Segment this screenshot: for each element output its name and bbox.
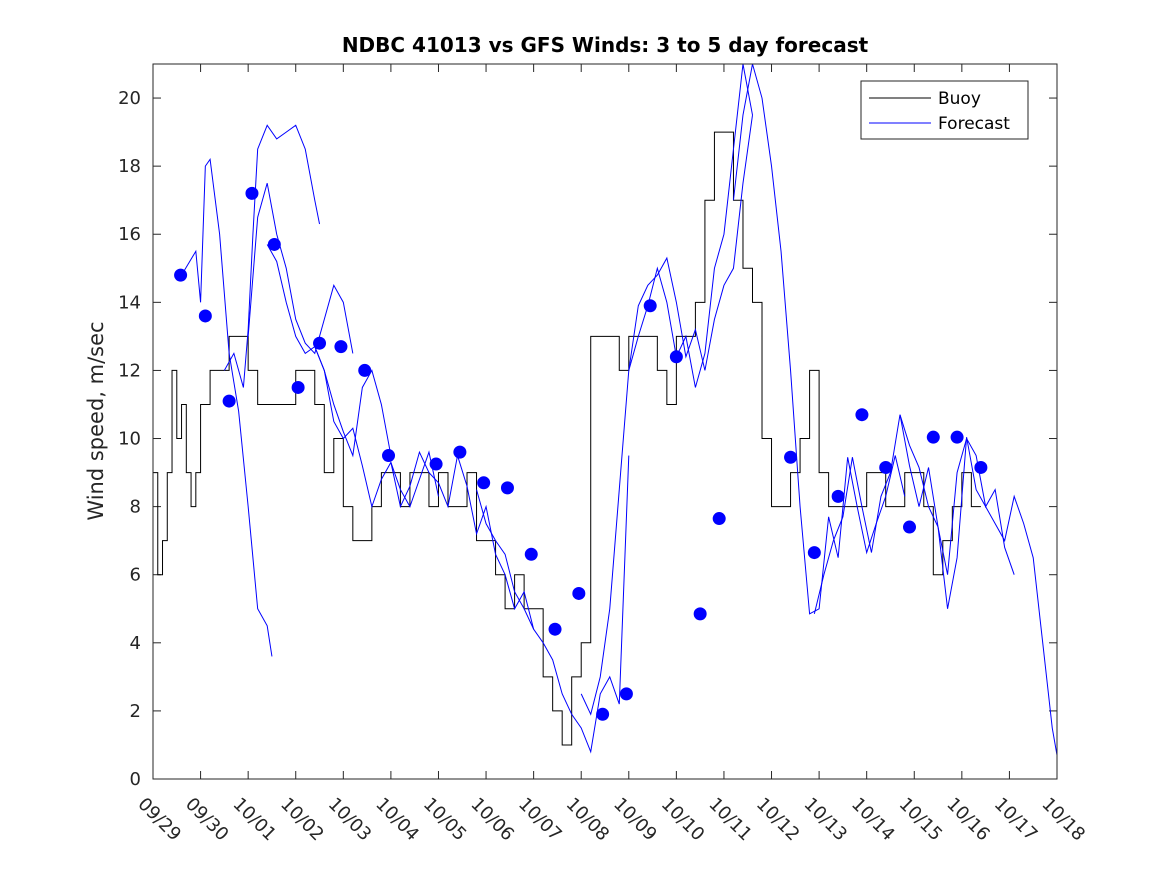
legend: Buoy Forecast [860, 80, 1029, 140]
forecast-marker [313, 336, 327, 350]
forecast-marker [855, 408, 869, 422]
forecast-line-5 [314, 346, 439, 509]
forecast-marker [693, 607, 707, 621]
y-tick-label: 20 [118, 88, 141, 109]
forecast-marker [903, 520, 917, 534]
forecast-marker [831, 489, 845, 503]
y-tick-label: 6 [130, 565, 141, 586]
forecast-marker [548, 622, 562, 636]
forecast-series [181, 63, 1058, 756]
forecast-marker [174, 268, 188, 282]
forecast-marker [453, 445, 467, 459]
forecast-marker [572, 586, 586, 600]
forecast-marker [669, 350, 683, 364]
y-tick-label: 18 [118, 156, 141, 177]
y-tick-label: 16 [118, 224, 141, 245]
forecast-marker [807, 546, 821, 560]
forecast-marker [245, 186, 259, 200]
chart-title: NDBC 41013 vs GFS Winds: 3 to 5 day fore… [342, 33, 869, 57]
forecast-marker [879, 460, 893, 474]
legend-box [860, 80, 1029, 140]
forecast-marker [926, 430, 940, 444]
y-axis-ticks: 0 2 4 6 8 10 12 14 16 18 20 [118, 88, 1057, 790]
forecast-markers [174, 186, 988, 721]
plot-frame [152, 63, 1058, 780]
forecast-marker [267, 237, 281, 251]
forecast-line-2 [223, 124, 321, 388]
forecast-marker [198, 309, 212, 323]
y-tick-label: 4 [130, 633, 141, 654]
buoy-line [153, 131, 981, 746]
forecast-marker [643, 299, 657, 313]
forecast-marker [222, 394, 236, 408]
y-tick-label: 8 [130, 497, 141, 518]
forecast-line-8 [580, 115, 753, 716]
y-tick-label: 10 [118, 429, 141, 450]
forecast-marker [291, 380, 305, 394]
plot-background [153, 64, 1057, 779]
forecast-marker [596, 707, 610, 721]
forecast-line-12 [899, 414, 1058, 756]
forecast-marker [382, 449, 396, 463]
y-tick-label: 12 [118, 360, 141, 381]
forecast-marker [358, 363, 372, 377]
forecast-marker [429, 457, 443, 471]
forecast-line-3 [247, 183, 354, 355]
y-axis-label: Wind speed, m/sec [84, 321, 108, 520]
forecast-marker [334, 340, 348, 354]
forecast-marker [619, 687, 633, 701]
forecast-line-7 [476, 455, 630, 754]
y-tick-label: 14 [118, 292, 141, 313]
legend-label-forecast: Forecast [938, 114, 1010, 134]
legend-label-buoy: Buoy [938, 89, 981, 109]
forecast-marker [500, 481, 514, 495]
forecast-marker [950, 430, 964, 444]
forecast-marker [524, 547, 538, 561]
forecast-marker [974, 460, 988, 474]
forecast-line-11 [813, 414, 1015, 614]
y-tick-label: 2 [130, 701, 141, 722]
forecast-line-1 [181, 157, 273, 657]
y-tick-label: 0 [130, 769, 141, 790]
forecast-marker [712, 512, 726, 526]
forecast-marker [784, 450, 798, 464]
buoy-series [153, 131, 981, 746]
forecast-marker [477, 476, 491, 490]
forecast-line-6 [390, 450, 535, 630]
